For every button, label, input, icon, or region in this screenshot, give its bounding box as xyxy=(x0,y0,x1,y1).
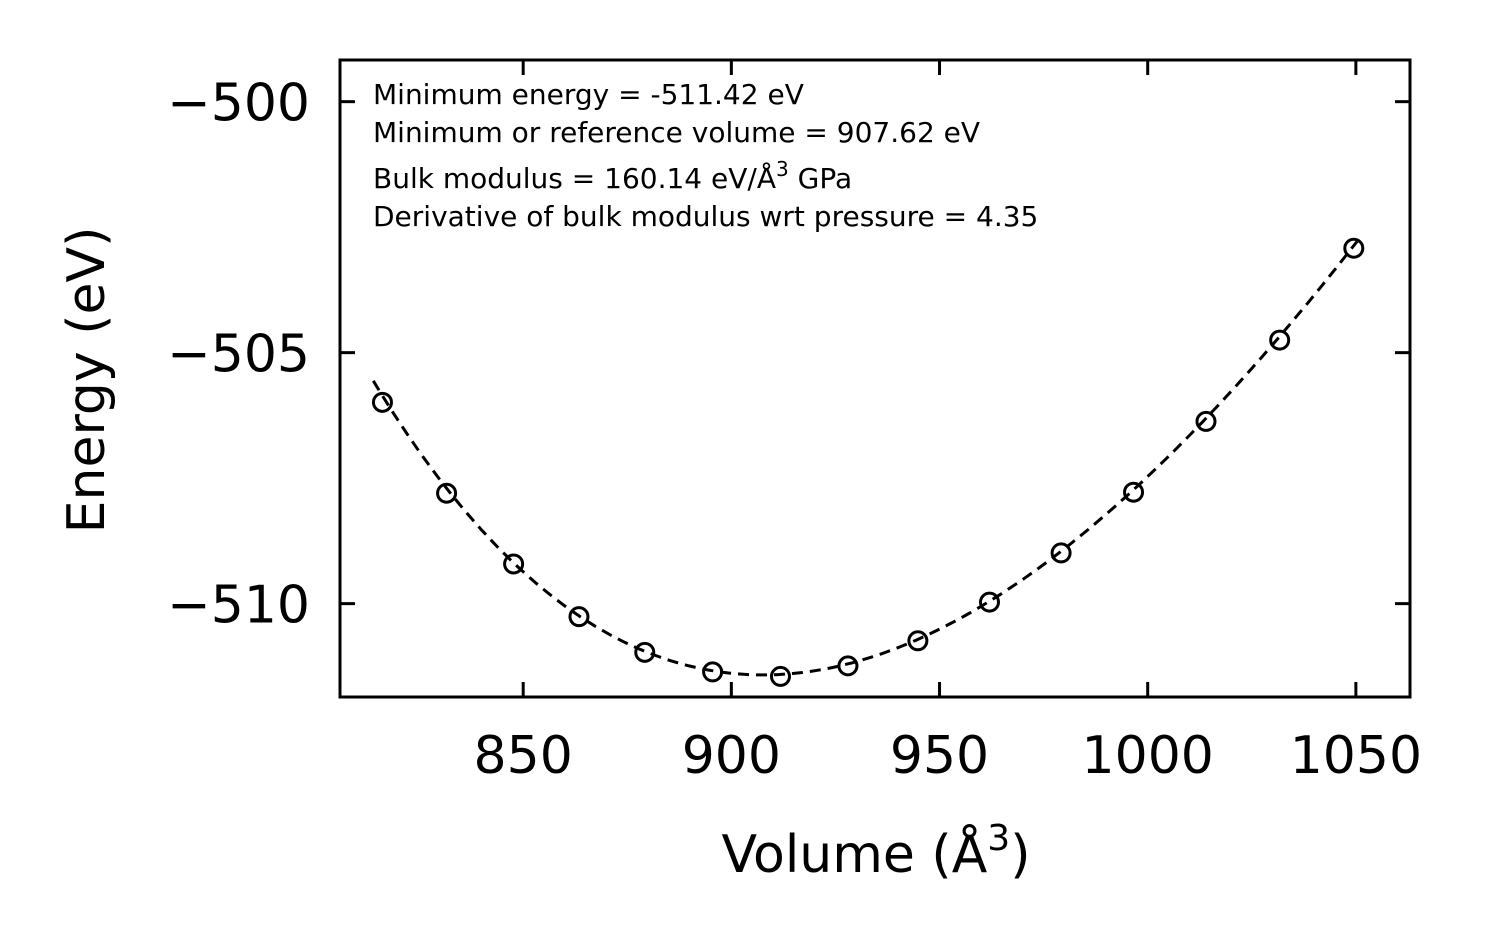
x-tick-label: 1050 xyxy=(1290,726,1422,786)
annotation-bulk-modulus: Bulk modulus = 160.14 eV/Å3 GPa xyxy=(373,157,852,195)
data-point xyxy=(837,655,859,677)
y-tick-label: −500 xyxy=(167,74,310,134)
data-point xyxy=(907,630,929,652)
data-points xyxy=(371,237,1365,687)
data-point xyxy=(1269,329,1291,351)
data-point xyxy=(634,641,656,663)
x-axis-label: Volume (Å3) xyxy=(722,818,1031,885)
annotation-min-volume: Minimum or reference volume = 907.62 eV xyxy=(373,116,980,149)
data-point xyxy=(1050,542,1072,564)
y-tick-label: −510 xyxy=(167,576,310,636)
x-tick-label: 900 xyxy=(682,726,781,786)
annotation-bulk-derivative: Derivative of bulk modulus wrt pressure … xyxy=(373,200,1038,233)
data-point xyxy=(978,591,1000,613)
x-axis-label-close: ) xyxy=(1010,825,1030,885)
data-point xyxy=(436,482,458,504)
x-axis-label-text: Volume (Å xyxy=(722,823,988,885)
data-point xyxy=(1195,410,1217,432)
y-axis-ticks: −500 −505 −510 xyxy=(167,74,1410,636)
data-point xyxy=(371,391,393,413)
y-tick-label: −505 xyxy=(167,325,310,385)
data-point xyxy=(568,606,590,628)
y-axis-label: Energy (eV) xyxy=(57,227,117,534)
fit-curve xyxy=(372,236,1362,677)
annotation-bulk-modulus-text: Bulk modulus = 160.14 eV/Å xyxy=(373,161,776,195)
data-point xyxy=(1343,237,1365,259)
x-tick-label: 850 xyxy=(474,726,573,786)
annotation-bulk-modulus-sup: 3 xyxy=(776,157,789,181)
x-axis-ticks: 850 900 950 1000 1050 xyxy=(474,60,1422,786)
x-axis-label-sup: 3 xyxy=(987,818,1010,859)
annotation-bulk-modulus-unit: GPa xyxy=(789,162,852,195)
annotation-min-energy: Minimum energy = -511.42 eV xyxy=(373,78,804,111)
data-point xyxy=(1123,481,1145,503)
x-tick-label: 950 xyxy=(890,726,989,786)
data-point xyxy=(503,553,525,575)
data-point xyxy=(769,665,791,687)
data-point xyxy=(702,661,724,683)
plot-frame xyxy=(338,58,1412,699)
x-tick-label: 1000 xyxy=(1082,726,1214,786)
